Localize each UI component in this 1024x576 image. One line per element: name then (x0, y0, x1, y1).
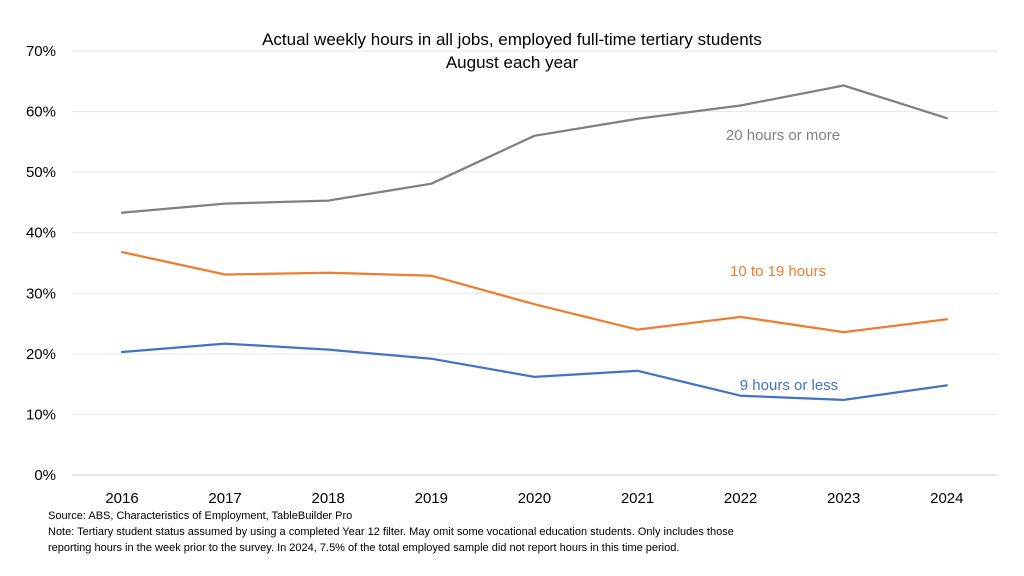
series-line-20-hours-or-more (120, 84, 948, 214)
y-tick-label: 60% (26, 104, 56, 121)
x-tick-label: 2016 (105, 490, 138, 507)
series-line-10-to-19-hours (120, 250, 948, 334)
y-tick-label: 50% (26, 164, 56, 181)
note-line-1: Note: Tertiary student status assumed by… (48, 526, 734, 538)
chart-subtitle: August each year (446, 53, 579, 72)
y-tick-label: 70% (26, 43, 56, 60)
x-tick-label: 2020 (518, 490, 551, 507)
x-tick-label: 2018 (312, 490, 345, 507)
series-label-9-hours-or-less: 9 hours or less (740, 377, 838, 394)
y-axis-ticks: 0% 10% 20% 30% 40% 50% 60% 70% (26, 43, 56, 484)
x-tick-label: 2017 (208, 490, 241, 507)
note-line-2: reporting hours in the week prior to the… (48, 542, 680, 554)
source-note: Source: ABS, Characteristics of Employme… (48, 510, 353, 522)
chart-title: Actual weekly hours in all jobs, employe… (262, 30, 762, 49)
y-tick-label: 10% (26, 406, 56, 423)
y-tick-label: 40% (26, 225, 56, 242)
x-tick-label: 2022 (724, 490, 757, 507)
series-label-10-to-19-hours: 10 to 19 hours (730, 263, 826, 280)
y-tick-label: 30% (26, 285, 56, 302)
series-label-20-hours-or-more: 20 hours or more (726, 127, 840, 144)
series-lines (120, 84, 948, 402)
gridlines (72, 50, 998, 476)
x-tick-label: 2021 (621, 490, 654, 507)
series-line-9-hours-or-less (120, 342, 948, 402)
x-tick-label: 2023 (827, 490, 860, 507)
x-tick-label: 2019 (415, 490, 448, 507)
x-tick-label: 2024 (930, 490, 963, 507)
y-tick-label: 20% (26, 346, 56, 363)
x-axis-ticks: 2016 2017 2018 2019 2020 2021 2022 2023 2024 (105, 490, 963, 507)
y-tick-label: 0% (34, 467, 56, 484)
